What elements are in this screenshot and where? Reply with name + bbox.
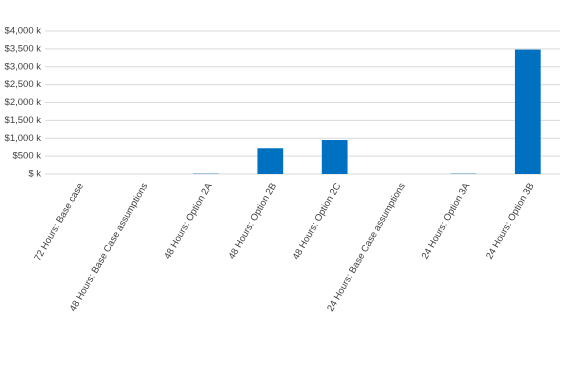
y-tick-label: $1,000 k (5, 133, 42, 144)
x-tick-label: 48 Hours: Option 2A (162, 181, 215, 262)
y-tick-label: $3,000 k (5, 61, 42, 72)
y-tick-label: $2,500 k (5, 79, 42, 90)
bar (257, 148, 284, 174)
y-tick-label: $3,500 k (5, 43, 42, 54)
bar (514, 49, 541, 175)
x-tick-label: 48 Hours: Option 2B (227, 181, 280, 261)
y-tick-label: $500 k (12, 151, 41, 162)
x-tick-label: 48 Hours: Base Case assumptions (68, 181, 151, 313)
y-tick-label: $4,000 k (5, 26, 42, 37)
x-tick-label: 24 Hours: Option 3A (420, 181, 473, 262)
y-tick-label: $1,500 k (5, 115, 42, 126)
y-tick-label: $ k (28, 169, 41, 180)
bar (321, 140, 348, 174)
x-tick-label: 72 Hours: Base case (32, 181, 86, 263)
x-tick-label: 24 Hours: Base Case assumptions (325, 181, 408, 313)
x-tick-label: 48 Hours: Option 2C (291, 181, 344, 262)
y-tick-label: $2,000 k (5, 97, 42, 108)
x-tick-label: 24 Hours: Option 3B (484, 181, 537, 261)
